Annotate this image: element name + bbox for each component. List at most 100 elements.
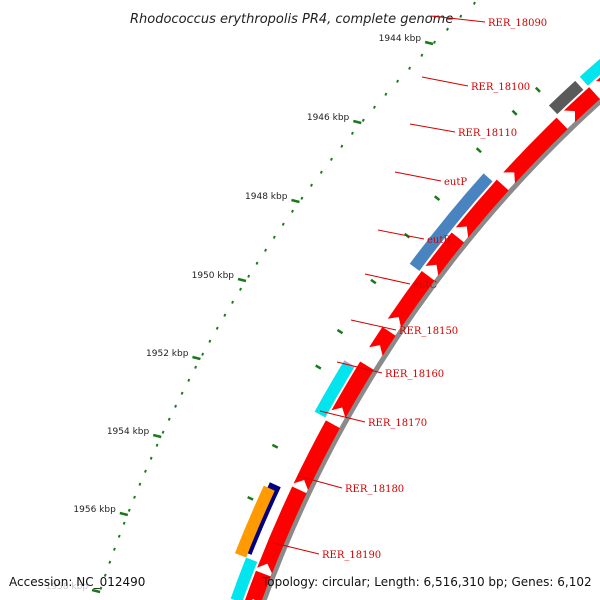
kbp-tick: [291, 198, 300, 204]
gene-label[interactable]: eutB: [427, 235, 451, 246]
cds-arrow: [331, 361, 374, 419]
ruler-dot: [187, 378, 191, 382]
ruler-ticks: 1944 kbp 1946 kbp 1948 kbp 1950 kbp 1952 kbp…: [46, 34, 434, 594]
cds-arrow: [455, 179, 509, 238]
gene-label[interactable]: RER_18170: [368, 418, 427, 429]
label-leader: [273, 542, 320, 555]
kbp-label: 1946 kbp: [307, 113, 350, 123]
ruler-dot: [180, 391, 184, 395]
label-leaders: [273, 15, 486, 555]
ruler-dot: [319, 170, 323, 174]
inner-tick: [475, 147, 482, 154]
ruler-dot: [373, 105, 376, 109]
gene-label[interactable]: RER_18180: [345, 484, 404, 495]
ruler-dot: [208, 339, 212, 343]
ruler-dot: [201, 352, 205, 356]
ruler-dot: [420, 53, 424, 57]
ruler-dot: [361, 118, 365, 122]
kbp-label: 1954 kbp: [107, 427, 150, 437]
gene-labels: RER_18090 RER_18100 RER_18110 eutP eutB eutC R…: [322, 18, 547, 561]
ruler-dot: [408, 66, 412, 70]
cds-arrow: [257, 486, 307, 574]
label-leader: [377, 229, 425, 240]
ruler-dot: [247, 274, 251, 278]
feature-block: [230, 557, 258, 600]
label-leader: [394, 171, 442, 182]
ruler-dot: [161, 430, 165, 434]
inner-tick: [534, 86, 541, 93]
label-leader: [364, 273, 411, 285]
ruler-dot: [291, 209, 294, 213]
inner-tick: [271, 443, 279, 449]
inner-tick: [370, 278, 377, 285]
ruler-dot: [473, 1, 476, 5]
ruler-dots: [99, 1, 476, 590]
label-leader: [350, 319, 397, 331]
cds-arrow: [595, 77, 600, 82]
ruler-dot: [330, 157, 333, 161]
inner-tick: [433, 195, 441, 202]
inner-tick: [511, 109, 518, 116]
ruler-dot: [310, 183, 313, 187]
ruler-dot: [138, 482, 142, 486]
ruler-dot: [272, 235, 276, 239]
inner-tick: [315, 364, 322, 370]
kbp-label: 1950 kbp: [192, 271, 235, 281]
ruler-dot: [264, 248, 267, 252]
ruler-dot: [174, 404, 178, 408]
gene-label[interactable]: RER_18150: [399, 326, 458, 337]
ruler-dot: [133, 495, 136, 499]
ruler-dot: [149, 456, 153, 460]
kbp-label: 1944 kbp: [379, 34, 422, 44]
feature-block: [548, 80, 584, 115]
ruler-dot: [127, 508, 131, 512]
label-leader: [409, 123, 456, 133]
ruler-dot: [300, 196, 304, 200]
label-leader: [336, 361, 383, 374]
feature-track: [230, 58, 600, 600]
kbp-tick: [119, 511, 129, 517]
gene-label[interactable]: RER_18110: [458, 128, 517, 139]
ruler-dot: [239, 287, 242, 291]
gene-track: [245, 77, 600, 600]
ruler-dot: [281, 222, 285, 226]
cds-arrow: [369, 326, 396, 356]
gene-label[interactable]: RER_18190: [322, 550, 381, 561]
ruler-dot: [351, 131, 354, 135]
kbp-label: 1958 kbp: [46, 582, 89, 592]
inner-tick: [336, 328, 344, 335]
ruler-dot: [99, 586, 103, 590]
ruler-dot: [215, 326, 219, 330]
feature-block: [579, 58, 600, 86]
ruler-dot: [223, 313, 227, 317]
kbp-tick: [424, 40, 434, 46]
kbp-tick: [352, 119, 362, 125]
gene-label[interactable]: RER_18090: [488, 18, 547, 29]
kbp-tick: [237, 277, 247, 283]
cds-arrow: [293, 420, 340, 491]
ruler-dot: [117, 534, 121, 538]
gene-label[interactable]: RER_18100: [471, 82, 530, 93]
ruler-dot: [113, 547, 116, 551]
ruler-dot: [396, 79, 400, 83]
topology-text: Topology: circular; Length: 6,516,310 bp…: [261, 575, 592, 589]
gene-label[interactable]: RER_18160: [385, 369, 444, 380]
gene-label[interactable]: eutP: [444, 177, 467, 188]
label-leader: [421, 76, 469, 87]
label-leader: [319, 410, 366, 423]
feature-block: [409, 173, 493, 271]
ruler-dot: [231, 300, 235, 304]
ruler-dot: [459, 14, 463, 18]
ruler-dot: [144, 469, 147, 473]
ruler-dot: [122, 521, 126, 525]
cds-arrow: [387, 271, 435, 328]
inner-tick: [247, 496, 254, 501]
gene-label[interactable]: eutC: [413, 280, 437, 291]
cds-arrow: [503, 117, 568, 184]
feature-block: [314, 362, 354, 418]
ruler-dot: [167, 417, 171, 421]
ruler-dot: [446, 27, 449, 31]
kbp-label: 1956 kbp: [73, 505, 116, 515]
ruler-dot: [255, 261, 259, 265]
